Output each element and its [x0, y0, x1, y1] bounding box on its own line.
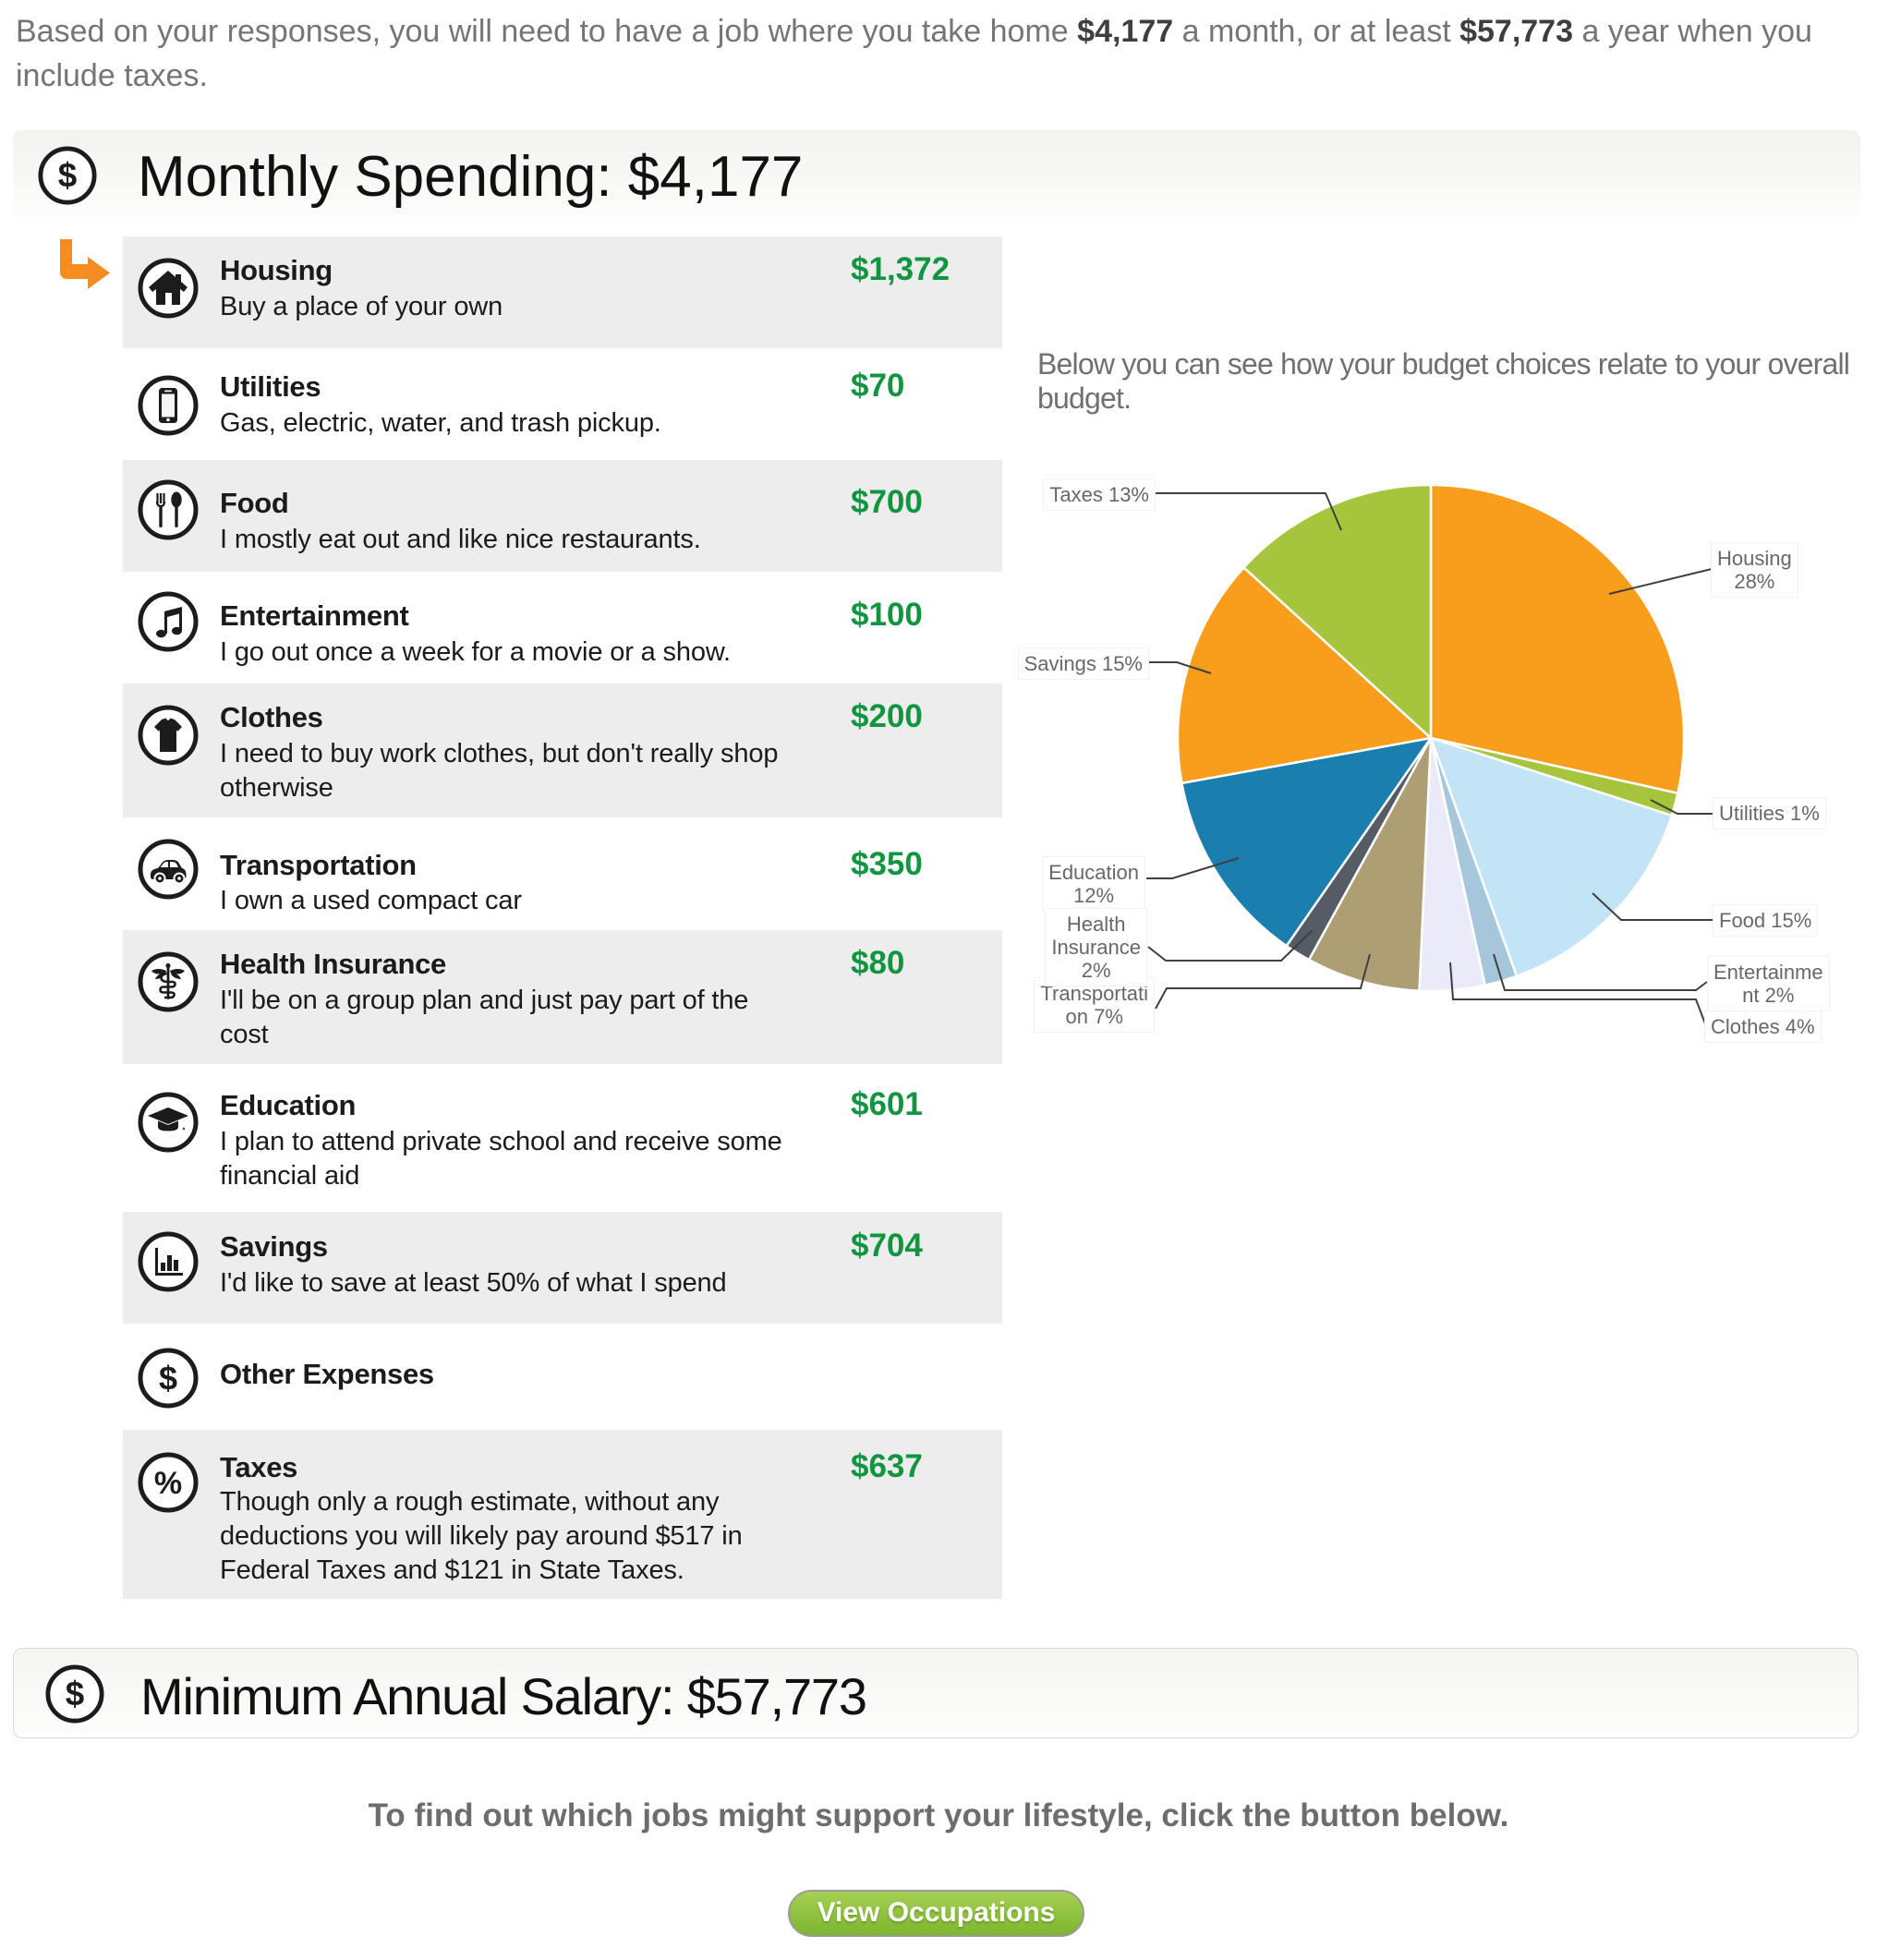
svg-text:%: % [154, 1466, 182, 1501]
svg-text:$: $ [66, 1675, 84, 1712]
svg-text:$: $ [159, 1360, 177, 1397]
svg-text:$: $ [58, 156, 77, 194]
